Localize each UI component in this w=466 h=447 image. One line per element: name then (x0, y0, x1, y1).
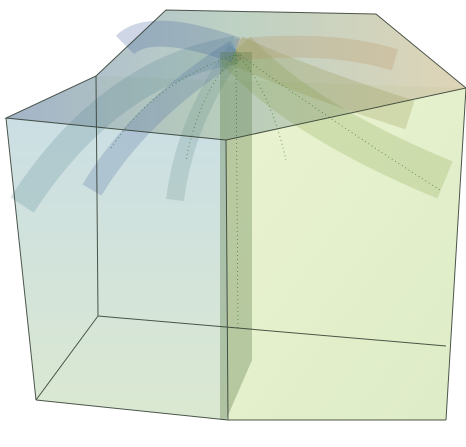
box-top-face (6, 10, 466, 140)
sheet-arc (10, 36, 239, 213)
particle-trails (109, 54, 441, 331)
sheet-arc (166, 44, 244, 202)
sheet-arc (115, 20, 241, 63)
vertical-sheet (220, 52, 252, 420)
box-right-face (226, 88, 466, 420)
curved-sheets (10, 20, 453, 213)
sheet-arc (221, 36, 453, 199)
trail (109, 54, 235, 151)
sheet-arc (229, 36, 415, 130)
trail (239, 54, 441, 191)
trail (237, 54, 287, 161)
box-left-face (6, 118, 228, 420)
box-edges (4, 9, 466, 421)
sheet-arc (234, 35, 399, 71)
sheet-arc (82, 40, 242, 196)
